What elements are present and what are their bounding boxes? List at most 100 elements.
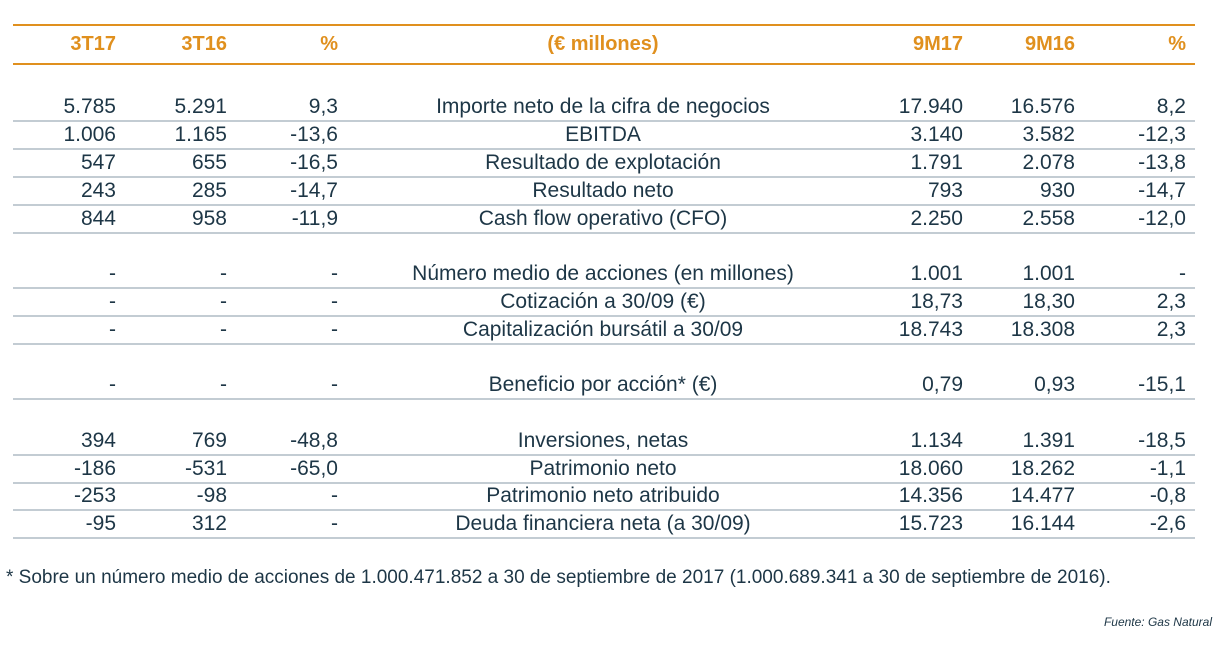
row-rule [13, 203, 1195, 206]
header-bottom-rule [13, 63, 1195, 65]
cell: 394 [80, 428, 116, 452]
cell: 2,3 [1156, 317, 1186, 341]
cell: -12,0 [1138, 206, 1186, 230]
row-label: EBITDA [565, 122, 641, 146]
cell: - [331, 484, 338, 508]
cell: -13,8 [1138, 150, 1186, 174]
cell: -0,8 [1149, 484, 1186, 508]
row-rule [13, 147, 1195, 150]
row-label: Cotización a 30/09 (€) [500, 289, 706, 313]
cell: -95 [85, 512, 116, 536]
cell: -1,1 [1149, 456, 1186, 480]
cell: -18,5 [1138, 428, 1186, 452]
cell: 312 [191, 512, 227, 536]
cell: 3.582 [1022, 122, 1075, 146]
row-label: Importe neto de la cifra de negocios [436, 95, 770, 118]
row-rule [13, 120, 1195, 122]
cell: - [331, 289, 338, 313]
cell: -98 [196, 484, 227, 508]
cell: - [220, 289, 227, 313]
cell: 2.078 [1022, 150, 1075, 174]
cell: - [331, 373, 338, 397]
cell: 3.140 [910, 122, 963, 146]
cell: 930 [1039, 178, 1075, 202]
column-header: 9M17 [912, 33, 963, 55]
cell: - [331, 512, 338, 536]
row-rule [13, 175, 1195, 178]
row-label: Deuda financiera neta (a 30/09) [455, 512, 751, 536]
cell: 16.576 [1010, 95, 1075, 118]
cell: 9,3 [308, 95, 338, 118]
column-header: % [320, 33, 338, 55]
cell: -14,7 [1138, 178, 1186, 202]
cell: 1.134 [910, 428, 963, 452]
cell: 5.785 [63, 95, 116, 118]
cell: 1.001 [910, 262, 963, 285]
cell: 8,2 [1156, 95, 1186, 118]
cell: 547 [80, 150, 116, 174]
cell: 285 [191, 178, 227, 202]
row-label: Beneficio por acción* (€) [488, 373, 718, 397]
cell: -16,5 [290, 150, 338, 174]
cell: 17.940 [898, 95, 963, 118]
cell: -531 [184, 456, 227, 480]
cell: - [109, 317, 116, 341]
row-rule [13, 509, 1195, 512]
cell: 2,3 [1156, 289, 1186, 313]
column-header: 9M16 [1024, 33, 1075, 55]
row-label: Cash flow operativo (CFO) [478, 206, 728, 230]
row-label: Resultado de explotación [485, 150, 721, 174]
cell: 18.060 [898, 456, 963, 480]
source: Fuente: Gas Natural [1103, 615, 1212, 629]
cell: - [331, 317, 338, 341]
cell: 1.391 [1022, 428, 1075, 452]
row-rule [13, 398, 1195, 401]
row-label: Patrimonio neto [529, 456, 677, 480]
row-rule [13, 231, 1195, 234]
row-rule [13, 287, 1195, 289]
row-rule [13, 342, 1195, 345]
column-header: % [1168, 33, 1186, 55]
row-rule [13, 481, 1195, 484]
cell: -2,6 [1149, 512, 1186, 536]
cell: 18,30 [1022, 289, 1075, 313]
cell: - [1179, 262, 1186, 285]
cell: 1.001 [1022, 262, 1075, 285]
cell: - [109, 373, 116, 397]
cell: 243 [80, 178, 116, 202]
header-top-rule [13, 24, 1195, 26]
row-label: Resultado neto [532, 178, 674, 202]
cell: - [220, 317, 227, 341]
cell: 5.291 [174, 95, 227, 118]
cell: 2.558 [1022, 206, 1075, 230]
cell: -15,1 [1138, 373, 1186, 397]
row-label: Patrimonio neto atribuido [486, 484, 720, 508]
cell: 0,79 [922, 373, 963, 397]
cell: 655 [191, 150, 227, 174]
cell: - [220, 373, 227, 397]
cell: 14.356 [898, 484, 963, 508]
cell: 769 [191, 428, 227, 452]
cell: 16.144 [1010, 512, 1075, 536]
cell: - [109, 289, 116, 313]
cell: -48,8 [290, 428, 338, 452]
cell: 1.006 [63, 122, 116, 146]
footnote: * Sobre un número medio de acciones de 1… [6, 567, 1111, 588]
row-rule [13, 453, 1195, 456]
cell: - [331, 262, 338, 285]
cell: 18.743 [898, 317, 963, 341]
cell: 793 [927, 178, 963, 202]
cell: -13,6 [290, 122, 338, 146]
row-rule [13, 314, 1195, 317]
cell: 958 [191, 206, 227, 230]
cell: -11,9 [291, 206, 338, 230]
cell: - [220, 262, 227, 285]
column-header: (€ millones) [547, 33, 659, 55]
row-label: Número medio de acciones (en millones) [412, 262, 794, 285]
cell: 844 [80, 206, 116, 230]
cell: -65,0 [290, 456, 338, 480]
row-rule [13, 537, 1195, 540]
cell: 2.250 [910, 206, 963, 230]
cell: 18.262 [1010, 456, 1075, 480]
